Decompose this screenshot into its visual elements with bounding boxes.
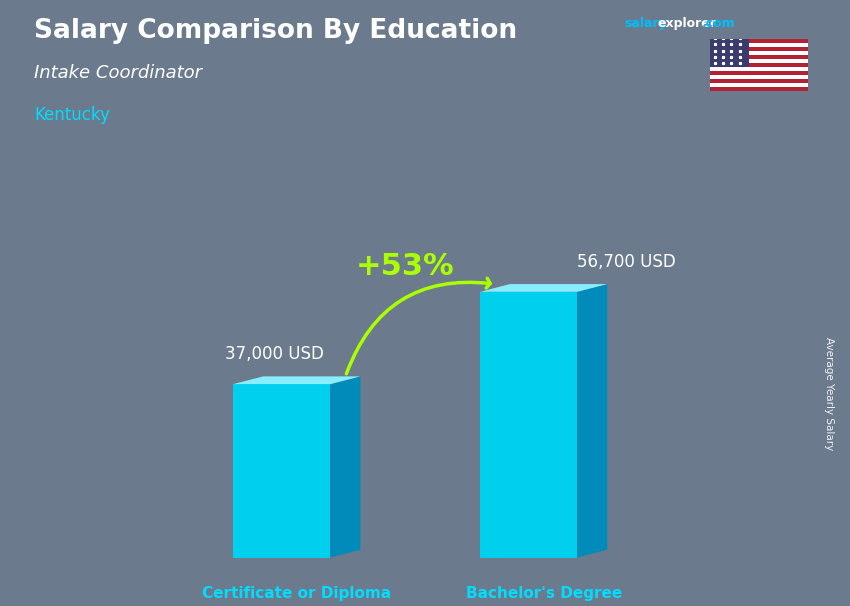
- Bar: [710, 79, 808, 83]
- Text: 56,700 USD: 56,700 USD: [576, 253, 675, 271]
- Bar: [710, 63, 808, 67]
- Bar: [710, 55, 808, 59]
- Bar: [710, 87, 808, 91]
- Text: Certificate or Diploma: Certificate or Diploma: [202, 585, 391, 601]
- Text: salary: salary: [625, 17, 667, 30]
- Polygon shape: [480, 284, 607, 292]
- Bar: [710, 75, 808, 79]
- Text: Kentucky: Kentucky: [34, 106, 110, 124]
- Polygon shape: [233, 376, 360, 384]
- Bar: [710, 47, 808, 52]
- Bar: [710, 44, 808, 47]
- Text: explorer: explorer: [658, 17, 717, 30]
- Bar: [710, 39, 808, 44]
- Bar: [710, 83, 808, 87]
- Bar: [710, 39, 749, 67]
- Polygon shape: [577, 284, 607, 558]
- Text: +53%: +53%: [356, 253, 455, 281]
- Text: 37,000 USD: 37,000 USD: [225, 345, 324, 363]
- Text: Intake Coordinator: Intake Coordinator: [34, 64, 202, 82]
- Bar: [710, 71, 808, 75]
- Polygon shape: [480, 292, 577, 558]
- Bar: [710, 52, 808, 55]
- Bar: [710, 59, 808, 63]
- Polygon shape: [233, 384, 331, 558]
- Text: Salary Comparison By Education: Salary Comparison By Education: [34, 18, 517, 44]
- Text: Average Yearly Salary: Average Yearly Salary: [824, 338, 834, 450]
- Text: Bachelor's Degree: Bachelor's Degree: [466, 585, 622, 601]
- Polygon shape: [331, 376, 360, 558]
- Bar: [710, 67, 808, 71]
- Text: .com: .com: [702, 17, 736, 30]
